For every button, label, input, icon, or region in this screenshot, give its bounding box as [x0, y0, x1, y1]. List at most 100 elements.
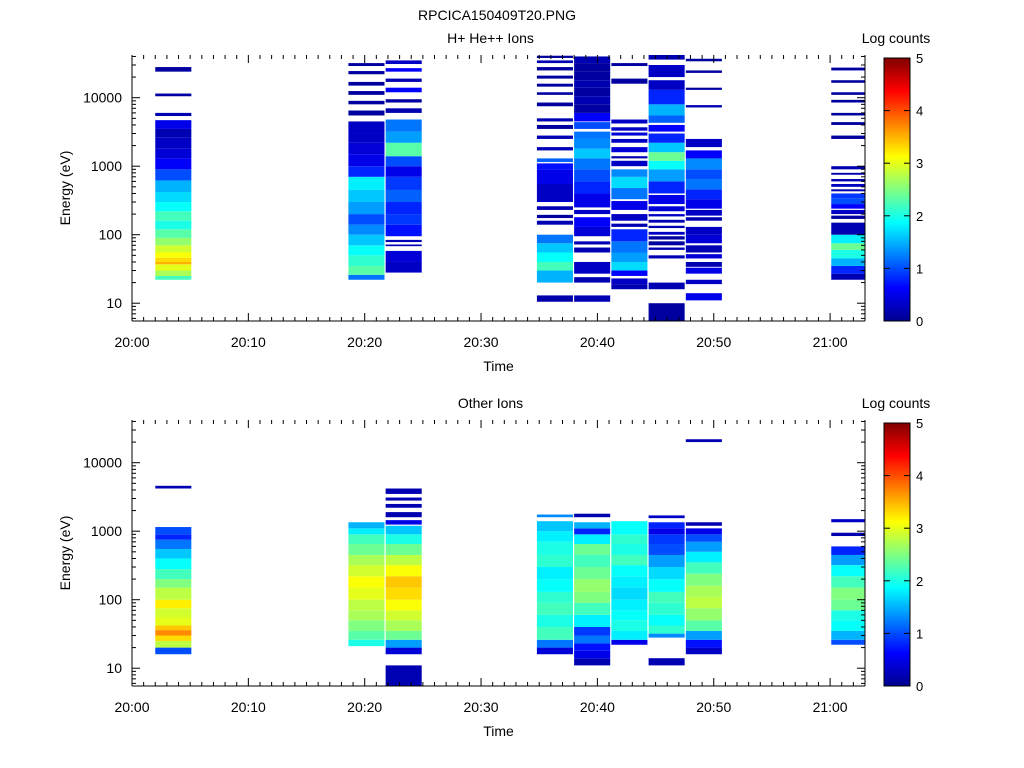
heatmap-cell	[648, 124, 685, 132]
heatmap-cell	[648, 658, 685, 666]
heatmap-cell	[574, 247, 611, 253]
heatmap-cell	[831, 179, 865, 182]
heatmap-cell	[155, 485, 192, 489]
colorbar-tick-label: 1	[916, 626, 923, 641]
heatmap-cell	[685, 158, 722, 170]
heatmap-cell	[536, 567, 573, 580]
heatmap-cell	[611, 147, 648, 153]
heatmap-cell	[831, 193, 865, 199]
heatmap-cell	[536, 639, 573, 648]
heatmap-cell	[611, 169, 648, 177]
heatmap-cell	[648, 214, 685, 217]
heatmap-cell	[385, 512, 422, 518]
heatmap-cell	[574, 602, 611, 615]
heatmap-cell	[348, 166, 385, 177]
heatmap-cell	[536, 243, 573, 253]
heatmap-cell	[536, 67, 573, 71]
heatmap-cell	[155, 202, 192, 212]
heatmap-cell	[611, 587, 648, 600]
heatmap-cell	[536, 234, 573, 244]
heatmap-cell	[536, 135, 573, 139]
heatmap-cell	[536, 60, 573, 64]
heatmap-cell	[685, 234, 722, 244]
heatmap-cell	[685, 87, 722, 90]
heatmap-cell	[155, 608, 192, 618]
heatmap-cell	[574, 148, 611, 159]
heatmap-cell	[831, 209, 865, 215]
heatmap-cell	[831, 265, 865, 274]
heatmap-cell	[155, 264, 192, 271]
heatmap-cell	[574, 96, 611, 105]
heatmap-cell	[648, 115, 685, 123]
heatmap-cell	[648, 80, 685, 90]
heatmap-cell	[831, 576, 865, 588]
heatmap-cell	[685, 522, 722, 526]
heatmap-cell	[685, 245, 722, 253]
heatmap-cell	[574, 650, 611, 659]
x-tick-label: 20:50	[696, 334, 731, 350]
x-tick-label: 20:00	[114, 334, 149, 350]
heatmap-cell	[574, 626, 611, 636]
heatmap-cell	[611, 138, 648, 143]
x-tick-label: 20:20	[347, 334, 382, 350]
heatmap-cell	[536, 124, 573, 129]
heatmap-cell	[831, 234, 865, 244]
heatmap-cell	[685, 58, 722, 62]
colorbar-label: Log counts	[862, 395, 931, 411]
heatmap-cell	[685, 217, 722, 221]
heatmap-cell	[574, 241, 611, 245]
heatmap-cell	[574, 193, 611, 208]
heatmap-cell	[611, 554, 648, 566]
heatmap-cell	[648, 142, 685, 153]
heatmap-cell	[348, 639, 385, 647]
heatmap-cell	[831, 620, 865, 631]
heatmap-cell	[536, 169, 573, 184]
heatmap-cell	[831, 189, 865, 192]
colorbar-tick-label: 3	[916, 156, 923, 171]
heatmap-cell	[574, 635, 611, 644]
heatmap-cell	[385, 587, 422, 600]
heatmap-cell	[685, 105, 722, 108]
heatmap-cell	[574, 528, 611, 535]
heatmap-cell	[385, 250, 422, 262]
heatmap-cell	[348, 202, 385, 215]
heatmap-cell	[611, 132, 648, 136]
heatmap-cell	[155, 245, 192, 253]
heatmap-cell	[611, 610, 648, 621]
heatmap-cell	[574, 591, 611, 603]
heatmap-cell	[648, 104, 685, 116]
heatmap-cell	[574, 579, 611, 592]
heatmap-cell	[831, 273, 865, 280]
heatmap-cell	[611, 201, 648, 210]
heatmap-cell	[648, 515, 685, 519]
heatmap-cell	[155, 548, 192, 559]
heatmap-cell	[574, 614, 611, 627]
heatmap-cell	[574, 122, 611, 129]
y-axis-label: Energy (eV)	[57, 151, 73, 226]
heatmap-cell	[155, 599, 192, 609]
heatmap-cell	[385, 60, 422, 65]
heatmap-cell	[611, 630, 648, 640]
heatmap-cell	[831, 565, 865, 577]
heatmap-cell	[685, 199, 722, 209]
y-tick-label: 1000	[91, 158, 122, 174]
heatmap-cell	[536, 55, 573, 58]
heatmap-cell	[685, 439, 722, 443]
heatmap-cell	[536, 626, 573, 640]
y-tick-label: 100	[99, 227, 123, 243]
heatmap-cell	[611, 252, 648, 262]
x-tick-label: 20:40	[580, 699, 615, 715]
heatmap-cell	[348, 63, 385, 67]
heatmap-cell	[155, 148, 192, 159]
heatmap-cell	[574, 63, 611, 72]
heatmap-cell	[831, 610, 865, 621]
heatmap-cell	[348, 255, 385, 266]
heatmap-cell	[385, 142, 422, 157]
heatmap-cell	[385, 525, 422, 535]
heatmap-cell	[611, 176, 648, 189]
heatmap-cell	[155, 112, 192, 117]
heatmap-cell	[536, 147, 573, 151]
heatmap-cell	[348, 274, 385, 280]
heatmap-cell	[348, 234, 385, 246]
heatmap-cell	[831, 532, 865, 537]
